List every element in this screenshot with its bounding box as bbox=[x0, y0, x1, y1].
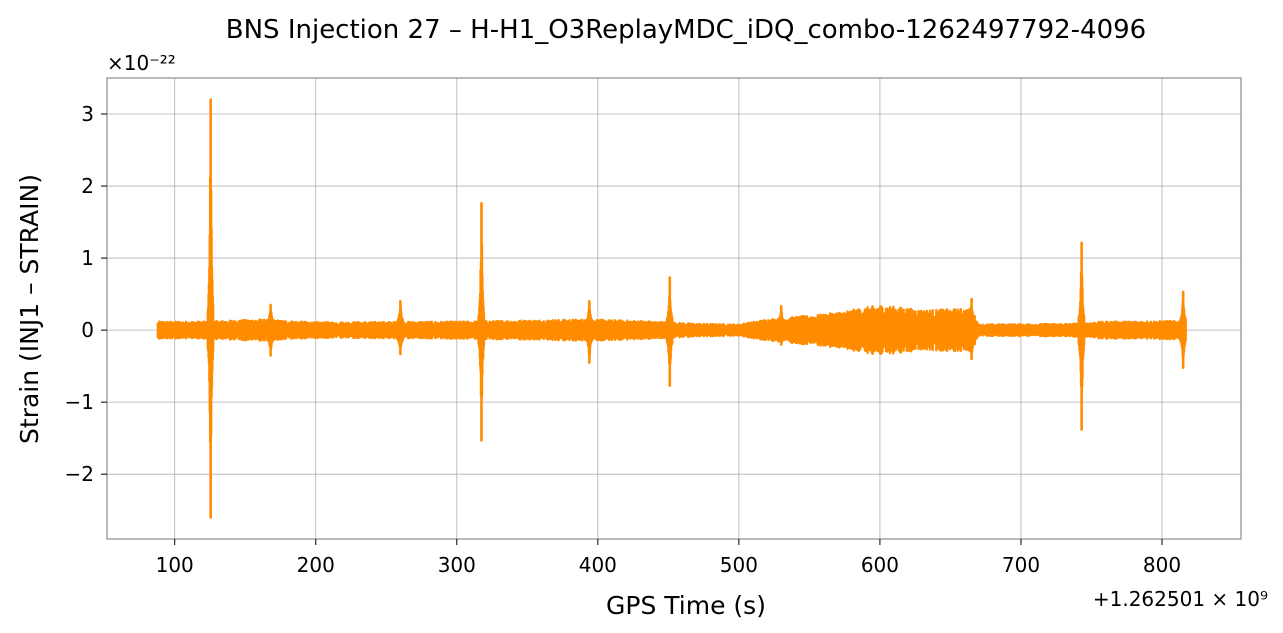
x-tick-label: 100 bbox=[156, 553, 194, 577]
strain-spike bbox=[266, 303, 275, 357]
strain-spike bbox=[1077, 241, 1086, 431]
x-tick-label: 400 bbox=[579, 553, 617, 577]
x-tick-label: 600 bbox=[861, 553, 899, 577]
y-tick-label: 1 bbox=[81, 246, 94, 270]
strain-spike bbox=[665, 276, 674, 387]
y-tick-label: −2 bbox=[65, 462, 94, 486]
plot-frame bbox=[106, 77, 1242, 540]
y-scale-label: ×10⁻²² bbox=[107, 51, 176, 75]
strain-spike bbox=[396, 300, 405, 356]
strain-spike bbox=[777, 305, 785, 346]
y-axis-label: Strain (INJ1 – STRAIN) bbox=[15, 174, 44, 444]
x-tick-label: 800 bbox=[1143, 553, 1181, 577]
x-tick-label: 300 bbox=[438, 553, 476, 577]
x-axis-label: GPS Time (s) bbox=[606, 591, 766, 620]
strain-spike bbox=[1179, 290, 1187, 369]
y-tick-label: −1 bbox=[65, 390, 94, 414]
x-tick-label: 700 bbox=[1002, 553, 1040, 577]
x-tick-label: 200 bbox=[297, 553, 335, 577]
series-layer bbox=[156, 98, 1187, 519]
strain-spike bbox=[585, 300, 594, 364]
strain-spike bbox=[967, 297, 976, 361]
strain-spike bbox=[206, 98, 215, 519]
y-tick-label: 2 bbox=[81, 174, 94, 198]
y-tick-label: 3 bbox=[81, 102, 94, 126]
x-tick-label: 500 bbox=[720, 553, 758, 577]
x-offset-label: +1.262501 × 10⁹ bbox=[1093, 587, 1268, 611]
ticks: 100 200 300 400 500 600 700 800 −2 −1 0 1 2 3 bbox=[65, 102, 1182, 577]
strain-spike bbox=[477, 202, 486, 442]
chart-title: BNS Injection 27 – H-H1_O3ReplayMDC_iDQ_… bbox=[226, 15, 1146, 45]
y-tick-label: 0 bbox=[81, 318, 94, 342]
